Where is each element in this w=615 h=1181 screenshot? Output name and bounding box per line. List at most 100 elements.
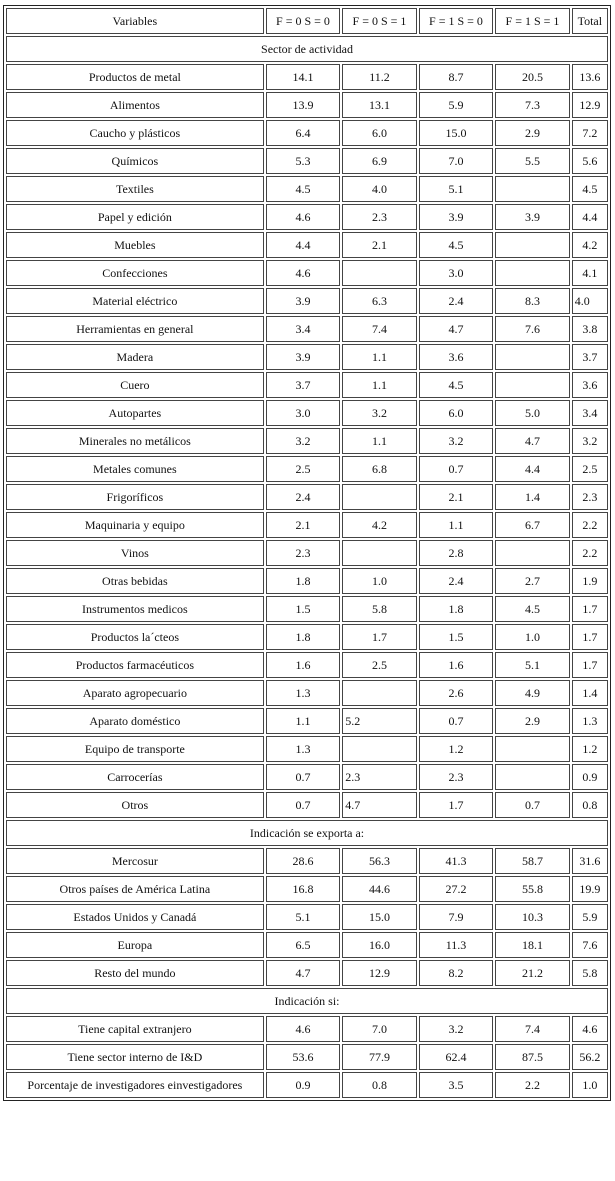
value-f1-s1 [495,764,570,790]
value-total: 7.6 [571,932,608,958]
row-label: Cuero [6,372,264,398]
value-f0-s1: 4.7 [342,792,417,818]
table-row: Aparato agropecuario 1.3 2.6 4.9 1.4 [6,680,608,706]
value-f0-s1 [342,484,417,510]
value-total: 3.7 [571,344,608,370]
value-f1-s0: 4.7 [418,316,494,342]
row-label: Vinos [6,540,264,566]
value-f1-s0: 8.2 [418,960,494,986]
value-f0-s1: 16.0 [342,932,417,958]
value-f1-s0: 6.0 [418,400,494,426]
section-header-row: Sector de actividad [6,36,608,62]
value-f0-s1: 2.3 [342,764,417,790]
value-total: 2.2 [571,512,608,538]
value-total: 3.6 [571,372,608,398]
table-row: Autopartes 3.0 3.2 6.0 5.0 3.4 [6,400,608,426]
table-row: Equipo de transporte 1.3 1.2 1.2 [6,736,608,762]
value-f0-s1: 6.9 [342,148,417,174]
value-f1-s1: 4.5 [495,596,570,622]
value-f0-s1: 2.1 [342,232,417,258]
table-row: Metales comunes 2.5 6.8 0.7 4.4 2.5 [6,456,608,482]
value-total: 4.0 [571,288,608,314]
header-total: Total [571,8,608,34]
value-f1-s1: 1.4 [495,484,570,510]
value-f0-s0: 0.7 [265,764,341,790]
table-row: Productos la´cteos 1.8 1.7 1.5 1.0 1.7 [6,624,608,650]
value-f1-s1: 5.0 [495,400,570,426]
value-f0-s0: 6.4 [265,120,341,146]
value-total: 1.3 [571,708,608,734]
row-label: Maquinaria y equipo [6,512,264,538]
row-label: Caucho y plásticos [6,120,264,146]
value-total: 2.2 [571,540,608,566]
value-f1-s1: 20.5 [495,64,570,90]
value-f0-s0: 3.2 [265,428,341,454]
value-f0-s0: 1.3 [265,680,341,706]
value-f1-s0: 27.2 [418,876,494,902]
value-total: 3.2 [571,428,608,454]
value-f0-s1 [342,680,417,706]
value-f1-s1: 87.5 [495,1044,570,1070]
value-f0-s1: 44.6 [342,876,417,902]
value-total: 1.7 [571,596,608,622]
value-f1-s0: 3.6 [418,344,494,370]
value-f1-s1 [495,540,570,566]
value-f0-s0: 3.7 [265,372,341,398]
table-row: Tiene capital extranjero 4.6 7.0 3.2 7.4 4.6 [6,1016,608,1042]
value-f1-s0: 2.8 [418,540,494,566]
value-f1-s0: 3.2 [418,428,494,454]
row-label: Madera [6,344,264,370]
value-f1-s0: 62.4 [418,1044,494,1070]
value-total: 4.2 [571,232,608,258]
value-f0-s0: 1.1 [265,708,341,734]
value-total: 1.2 [571,736,608,762]
table-row: Muebles 4.4 2.1 4.5 4.2 [6,232,608,258]
table-row: Estados Unidos y Canadá 5.1 15.0 7.9 10.3 5.9 [6,904,608,930]
table-row: Alimentos 13.9 13.1 5.9 7.3 12.9 [6,92,608,118]
value-f1-s0: 11.3 [418,932,494,958]
value-f1-s1: 7.3 [495,92,570,118]
table-row: Carrocerías 0.7 2.3 2.3 0.9 [6,764,608,790]
header-f1-s0: F = 1 S = 0 [418,8,494,34]
row-label: Químicos [6,148,264,174]
row-label: Mercosur [6,848,264,874]
table-row: Madera 3.9 1.1 3.6 3.7 [6,344,608,370]
value-total: 31.6 [571,848,608,874]
table-row: Tiene sector interno de I&D 53.6 77.9 62.4 8… [6,1044,608,1070]
value-total: 13.6 [571,64,608,90]
section-header-row: Indicación se exporta a: [6,820,608,846]
value-f0-s1: 12.9 [342,960,417,986]
value-f0-s1: 4.0 [342,176,417,202]
value-f1-s0: 5.1 [418,176,494,202]
value-f1-s1 [495,232,570,258]
value-f1-s0: 1.1 [418,512,494,538]
value-f1-s0: 2.4 [418,288,494,314]
value-f0-s1: 4.2 [342,512,417,538]
value-f0-s1: 0.8 [342,1072,417,1098]
value-f0-s0: 4.7 [265,960,341,986]
value-total: 1.4 [571,680,608,706]
table-row: Minerales no metálicos 3.2 1.1 3.2 4.7 3.2 [6,428,608,454]
value-total: 5.6 [571,148,608,174]
table-row: Mercosur 28.6 56.3 41.3 58.7 31.6 [6,848,608,874]
value-f0-s0: 1.5 [265,596,341,622]
value-f1-s0: 3.2 [418,1016,494,1042]
value-f1-s1: 4.4 [495,456,570,482]
row-label: Tiene sector interno de I&D [6,1044,264,1070]
value-f1-s0: 1.7 [418,792,494,818]
value-f1-s0: 4.5 [418,232,494,258]
value-f1-s1: 5.1 [495,652,570,678]
value-f1-s1: 10.3 [495,904,570,930]
value-f0-s0: 1.6 [265,652,341,678]
row-label: Resto del mundo [6,960,264,986]
value-total: 4.4 [571,204,608,230]
header-variables: Variables [6,8,264,34]
value-f0-s1: 11.2 [342,64,417,90]
value-f1-s1 [495,344,570,370]
value-f0-s1: 15.0 [342,904,417,930]
row-label: Metales comunes [6,456,264,482]
value-total: 0.8 [571,792,608,818]
table-row: Resto del mundo 4.7 12.9 8.2 21.2 5.8 [6,960,608,986]
header-row: Variables F = 0 S = 0 F = 0 S = 1 F = 1 … [6,8,608,34]
value-f0-s1: 77.9 [342,1044,417,1070]
